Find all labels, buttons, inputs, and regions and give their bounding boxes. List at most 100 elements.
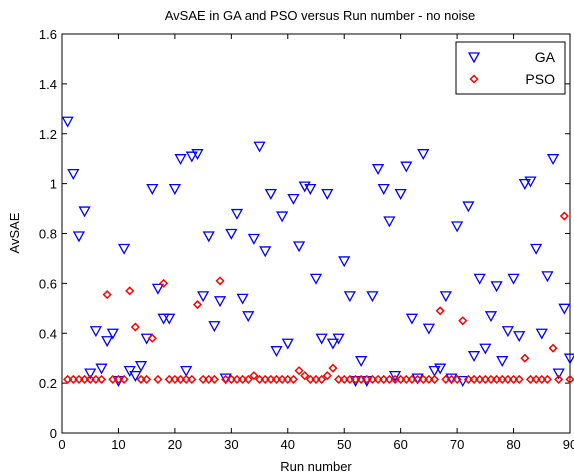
ga-point bbox=[439, 291, 452, 303]
pso-point bbox=[159, 278, 169, 288]
pso-point bbox=[554, 374, 564, 384]
axis-ticks: 0 10 20 30 40 50 60 70 80 90 0 0.2 0.4 0.6 0.8 1 1.2 1.4 1… bbox=[39, 27, 574, 452]
x-tick-label: 0 bbox=[58, 437, 65, 452]
legend-entries: GA PSO bbox=[467, 49, 556, 87]
ga-point bbox=[338, 256, 351, 268]
pso-point bbox=[514, 374, 524, 384]
y-tick-label: 0.4 bbox=[39, 326, 57, 341]
ga-point bbox=[276, 211, 289, 223]
y-tick-label: 1 bbox=[50, 177, 57, 192]
ga-point bbox=[264, 188, 277, 200]
ga-point bbox=[434, 363, 447, 375]
ga-point bbox=[422, 323, 435, 335]
ga-point bbox=[174, 154, 187, 166]
x-axis-title: Run number bbox=[280, 459, 352, 474]
pso-point bbox=[96, 374, 107, 384]
pso-point bbox=[147, 333, 157, 343]
ga-point bbox=[462, 201, 475, 213]
ga-point bbox=[95, 363, 108, 375]
ga-point bbox=[405, 313, 419, 325]
ga-point bbox=[309, 273, 323, 285]
ga-point bbox=[163, 313, 176, 325]
legend-marker-pso bbox=[469, 74, 479, 84]
ga-point bbox=[281, 338, 294, 350]
pso-point bbox=[102, 290, 112, 300]
ga-point bbox=[101, 336, 114, 348]
ga-point bbox=[496, 356, 509, 368]
ga-point bbox=[208, 321, 221, 333]
y-tick-label: 0.8 bbox=[39, 227, 57, 242]
ga-point bbox=[535, 328, 548, 340]
ga-point bbox=[106, 328, 119, 340]
ga-point bbox=[151, 283, 165, 295]
pso-point bbox=[119, 374, 129, 384]
ga-point bbox=[507, 273, 520, 285]
ga-point bbox=[524, 176, 537, 188]
pso-point bbox=[559, 211, 569, 221]
pso-point bbox=[322, 371, 332, 381]
ga-point bbox=[202, 231, 215, 243]
ga-point bbox=[501, 326, 515, 338]
y-axis-title: AvSAE bbox=[7, 212, 22, 253]
pso-point bbox=[548, 343, 558, 353]
ga-point bbox=[191, 149, 204, 161]
pso-point bbox=[458, 316, 468, 326]
ga-point bbox=[197, 291, 210, 303]
ga-point bbox=[230, 208, 244, 220]
ga-point bbox=[321, 188, 334, 200]
ga-point bbox=[563, 353, 574, 365]
ga-point bbox=[146, 183, 159, 195]
pso-point bbox=[142, 374, 152, 384]
pso-point bbox=[130, 322, 140, 332]
ga-point bbox=[518, 178, 531, 190]
ga-point bbox=[428, 366, 441, 377]
ga-point bbox=[253, 141, 266, 153]
ga-point bbox=[383, 216, 396, 228]
x-tick-label: 10 bbox=[111, 437, 125, 452]
ga-point bbox=[287, 193, 300, 205]
ga-point bbox=[84, 368, 97, 380]
series-pso bbox=[63, 211, 574, 384]
pso-point bbox=[452, 374, 462, 384]
ga-point bbox=[242, 311, 255, 323]
pso-point bbox=[328, 363, 338, 373]
ga-point bbox=[185, 151, 198, 163]
x-tick-label: 80 bbox=[506, 437, 520, 452]
y-tick-label: 1.2 bbox=[39, 127, 57, 142]
ga-point bbox=[180, 366, 193, 377]
pso-point bbox=[192, 300, 203, 310]
ga-point bbox=[377, 183, 390, 195]
ga-point bbox=[400, 161, 413, 173]
ga-point bbox=[67, 168, 80, 180]
legend-label-ga: GA bbox=[535, 49, 556, 65]
ga-point bbox=[236, 293, 249, 305]
x-tick-label: 90 bbox=[563, 437, 574, 452]
pso-point bbox=[187, 374, 197, 384]
y-tick-label: 1.4 bbox=[39, 77, 57, 92]
y-tick-label: 0.6 bbox=[39, 276, 57, 291]
ga-point bbox=[117, 243, 131, 255]
ga-point bbox=[129, 370, 142, 382]
ga-point bbox=[72, 231, 86, 243]
ga-point bbox=[417, 149, 430, 161]
data-marks bbox=[61, 116, 574, 387]
pso-point bbox=[542, 374, 552, 384]
ga-point bbox=[332, 333, 345, 345]
ga-point bbox=[388, 370, 402, 382]
ga-point bbox=[247, 233, 261, 245]
ga-point bbox=[490, 281, 503, 293]
pso-point bbox=[520, 353, 530, 363]
ga-point bbox=[355, 356, 368, 368]
x-tick-label: 50 bbox=[337, 437, 351, 452]
ga-point bbox=[451, 221, 464, 233]
pso-point bbox=[300, 371, 310, 381]
y-tick-label: 0.2 bbox=[39, 376, 57, 391]
ga-point bbox=[134, 361, 148, 373]
ga-point bbox=[484, 311, 498, 323]
ga-point bbox=[467, 351, 481, 363]
legend-marker-ga bbox=[467, 52, 481, 64]
ga-point bbox=[513, 331, 526, 343]
plot-area bbox=[61, 33, 571, 434]
